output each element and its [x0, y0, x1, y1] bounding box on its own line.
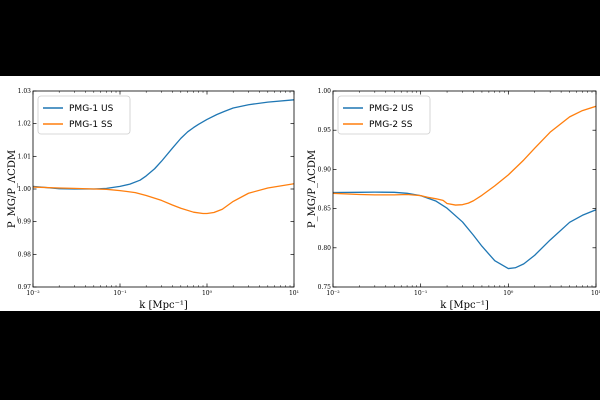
y-tick-label: 0.85	[318, 206, 332, 213]
y-tick-label: 1.01	[18, 153, 31, 160]
y-tick-label: 1.00	[18, 186, 32, 193]
y-tick-label: 0.75	[318, 284, 332, 291]
y-tick-label: 0.99	[18, 219, 32, 226]
plot-frame	[332, 90, 597, 288]
x-tick-label: 10¹	[289, 290, 299, 297]
x-tick-label: 10⁻¹	[414, 290, 427, 297]
y-tick-label: 0.98	[18, 251, 32, 258]
series-line-pmg-2-ss	[333, 105, 596, 206]
legend-entry: PMG-2 US	[369, 104, 414, 114]
series-line-pmg-1-ss	[33, 183, 294, 215]
x-axis-label: k [Mpc⁻¹]	[440, 300, 489, 311]
legend-entry: PMG-1 US	[69, 104, 114, 114]
x-tick-label: 10⁻²	[26, 290, 40, 297]
figure-panel: 10⁻² 10⁻¹ 10⁰ 10¹ 0.97 0.98 0.99 1.00 1.01 1.02 1.…	[0, 76, 600, 311]
x-tick-label: 10⁰	[202, 290, 213, 297]
y-tick-label: 1.03	[18, 88, 32, 95]
x-axis-label: k [Mpc⁻¹]	[139, 300, 188, 311]
x-tick-label: 10¹	[591, 290, 600, 297]
y-tick-label: 0.80	[318, 245, 332, 252]
x-tick-label: 10⁰	[503, 290, 514, 297]
y-tick-label: 0.95	[318, 127, 332, 134]
y-tick-label: 1.02	[18, 121, 32, 128]
x-tick-label: 10⁻²	[326, 290, 340, 297]
y-tick-label: 1.00	[318, 88, 332, 95]
series-line-pmg-2-us	[333, 191, 596, 270]
y-axis-label: P_MG/P_ΛCDM	[7, 150, 18, 228]
chart-figure: 10⁻² 10⁻¹ 10⁰ 10¹ 0.97 0.98 0.99 1.00 1.01 1.02 1.…	[7, 88, 600, 311]
chart-1: 10⁻² 10⁻¹ 10⁰ 10¹ 0.97 0.98 0.99 1.00 1.01 1.02 1.…	[7, 88, 299, 311]
y-tick-label: 0.97	[18, 284, 32, 291]
y-tick-label: 0.90	[318, 166, 332, 173]
legend-entry: PMG-1 SS	[69, 120, 113, 130]
legend-entry: PMG-2 SS	[369, 120, 413, 130]
chart-2: 10⁻² 10⁻¹ 10⁰ 10¹ 0.75 0.80 0.85 0.90 0.95 1.00 k …	[307, 88, 600, 311]
x-tick-label: 10⁻¹	[113, 290, 126, 297]
series-line-pmg-1-us	[33, 99, 294, 190]
y-axis-label: P_MG/P_ΛCDM	[307, 150, 318, 228]
